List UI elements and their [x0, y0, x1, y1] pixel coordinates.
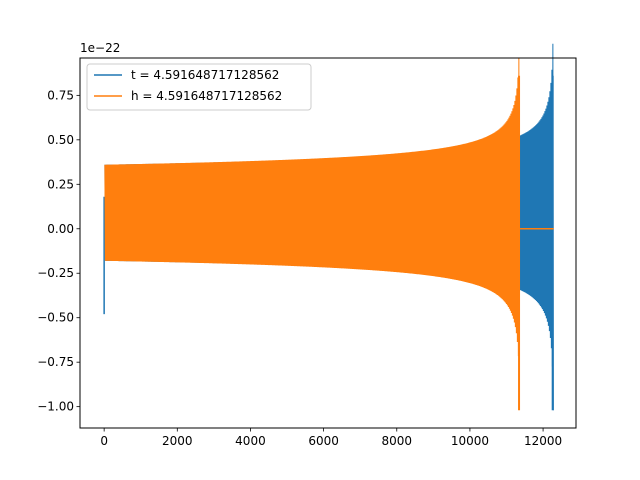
x-tick-label: 8000 [381, 434, 412, 448]
y-tick-label: 0.50 [47, 133, 74, 147]
series-layer [103, 43, 554, 411]
y-tick-label: 0.00 [47, 222, 74, 236]
y-offset-text: 1e−22 [80, 41, 120, 55]
y-tick-label: −1.00 [37, 400, 74, 414]
legend-box [86, 63, 312, 111]
x-tick-label: 4000 [235, 434, 266, 448]
series-h-line [104, 57, 520, 390]
x-tick-label: 6000 [308, 434, 339, 448]
legend-label: h = 4.591648717128562 [131, 89, 282, 103]
y-tick-label: −0.75 [37, 355, 74, 369]
x-axis: 0 2000 4000 6000 8000 10000 12000 [100, 428, 562, 448]
y-tick-label: −0.25 [37, 266, 74, 280]
x-tick-label: 10000 [451, 434, 489, 448]
x-tick-label: 12000 [524, 434, 562, 448]
x-tick-label: 2000 [162, 434, 193, 448]
legend: t = 4.591648717128562 h = 4.5916487171285… [86, 63, 312, 111]
y-tick-label: 0.25 [47, 177, 74, 191]
y-axis: −1.00 −0.75 −0.50 −0.25 0.00 0.25 0.50 0.75 [37, 88, 80, 414]
y-tick-label: 0.75 [47, 88, 74, 102]
plot-frame [79, 57, 577, 429]
x-tick-label: 0 [100, 434, 108, 448]
y-tick-label: −0.50 [37, 311, 74, 325]
legend-label: t = 4.591648717128562 [131, 68, 279, 82]
